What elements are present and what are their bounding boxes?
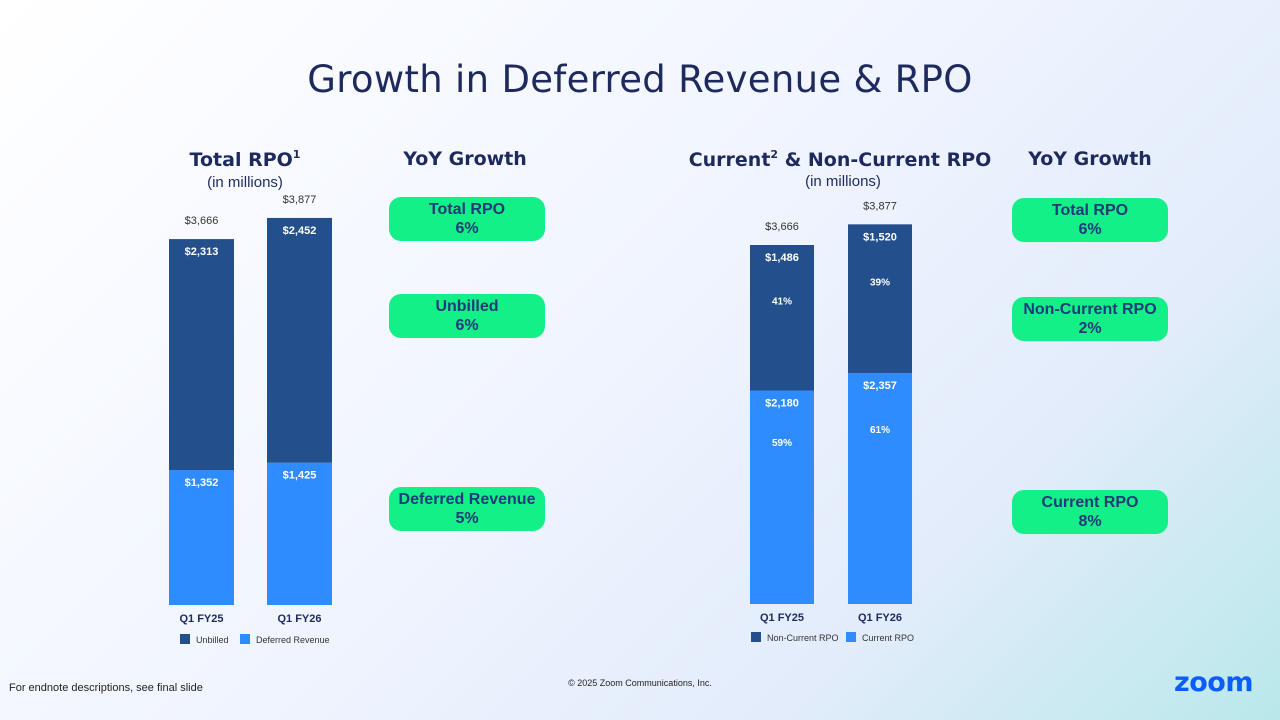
data-label: $1,520: [863, 231, 897, 243]
data-label: $2,313: [185, 246, 219, 258]
pill-label: Non-Current RPO: [1023, 301, 1157, 318]
right-pill-current-rpo: Current RPO 8%: [1012, 490, 1168, 534]
legend-swatch: [846, 632, 856, 642]
legend-label: Deferred Revenue: [256, 635, 330, 645]
left-pill-total-rpo: Total RPO 6%: [389, 197, 545, 241]
legend-label: Non-Current RPO: [767, 633, 839, 643]
right-yoy-heading: YoY Growth: [1028, 148, 1152, 170]
pill-label: Unbilled: [435, 298, 499, 315]
data-label: $1,486: [765, 252, 799, 264]
percent-label: 61%: [870, 425, 890, 436]
right-pill-non-current-rpo: Non-Current RPO 2%: [1012, 297, 1168, 341]
bar-segment-deferred-revenue: [169, 470, 234, 605]
left-heading-text: Total RPO: [189, 149, 293, 171]
legend-swatch: [751, 632, 761, 642]
bar-segment-current-rpo: [848, 373, 912, 604]
pill-value: 8%: [1078, 513, 1102, 530]
bar-segment-current-rpo: [750, 390, 814, 604]
right-chart-subheading: (in millions): [805, 173, 881, 190]
bar-segment-non-current-rpo: [848, 224, 912, 374]
left-chart-subheading: (in millions): [207, 174, 283, 191]
right-chart-heading: Current2 & Non-Current RPO: [680, 148, 1000, 171]
legend-swatch: [180, 634, 190, 644]
legend-swatch: [240, 634, 250, 644]
pill-label: Deferred Revenue: [398, 491, 536, 508]
percent-label: 39%: [870, 277, 890, 288]
right-heading-text-b: & Non-Current RPO: [778, 149, 992, 171]
left-chart-heading: Total RPO1: [155, 148, 335, 171]
right-heading-text-a: Current: [688, 149, 771, 171]
pill-value: 6%: [1078, 221, 1102, 238]
right-heading-sup: 2: [770, 148, 779, 161]
pill-value: 6%: [455, 220, 479, 237]
total-label: $3,666: [185, 215, 219, 227]
total-label: $3,877: [863, 200, 897, 212]
category-label: Q1 FY26: [858, 612, 902, 624]
total-label: $3,877: [283, 194, 317, 206]
percent-label: 59%: [772, 438, 792, 449]
left-heading-sup: 1: [292, 148, 301, 161]
data-label: $2,180: [765, 398, 799, 410]
zoom-logo: zoom: [1174, 667, 1253, 698]
pill-value: 5%: [455, 510, 479, 527]
pill-label: Current RPO: [1041, 494, 1139, 511]
left-pill-deferred-revenue: Deferred Revenue 5%: [389, 487, 545, 531]
legend-label: Current RPO: [862, 633, 914, 643]
bar-segment-deferred-revenue: [267, 462, 332, 605]
legend-label: Unbilled: [196, 635, 229, 645]
percent-label: 41%: [772, 297, 792, 308]
bar-segment-unbilled: [267, 217, 332, 463]
category-label: Q1 FY26: [277, 613, 321, 625]
data-label: $1,352: [185, 477, 219, 489]
left-pill-unbilled: Unbilled 6%: [389, 294, 545, 338]
category-label: Q1 FY25: [179, 613, 223, 625]
total-label: $3,666: [765, 221, 799, 233]
bar-segment-unbilled: [169, 239, 234, 471]
data-label: $1,425: [283, 470, 317, 482]
slide-title: Growth in Deferred Revenue & RPO: [307, 58, 973, 101]
data-label: $2,357: [863, 380, 897, 392]
pill-value: 6%: [455, 317, 479, 334]
bar-segment-non-current-rpo: [750, 245, 814, 391]
data-label: $2,452: [283, 225, 317, 237]
category-label: Q1 FY25: [760, 612, 804, 624]
pill-label: Total RPO: [428, 201, 506, 218]
copyright-text: © 2025 Zoom Communications, Inc.: [568, 678, 712, 688]
endnote-text: For endnote descriptions, see final slid…: [9, 682, 203, 694]
right-pill-total-rpo: Total RPO 6%: [1012, 198, 1168, 242]
pill-value: 2%: [1078, 320, 1102, 337]
pill-label: Total RPO: [1051, 202, 1129, 219]
left-yoy-heading: YoY Growth: [403, 148, 527, 170]
